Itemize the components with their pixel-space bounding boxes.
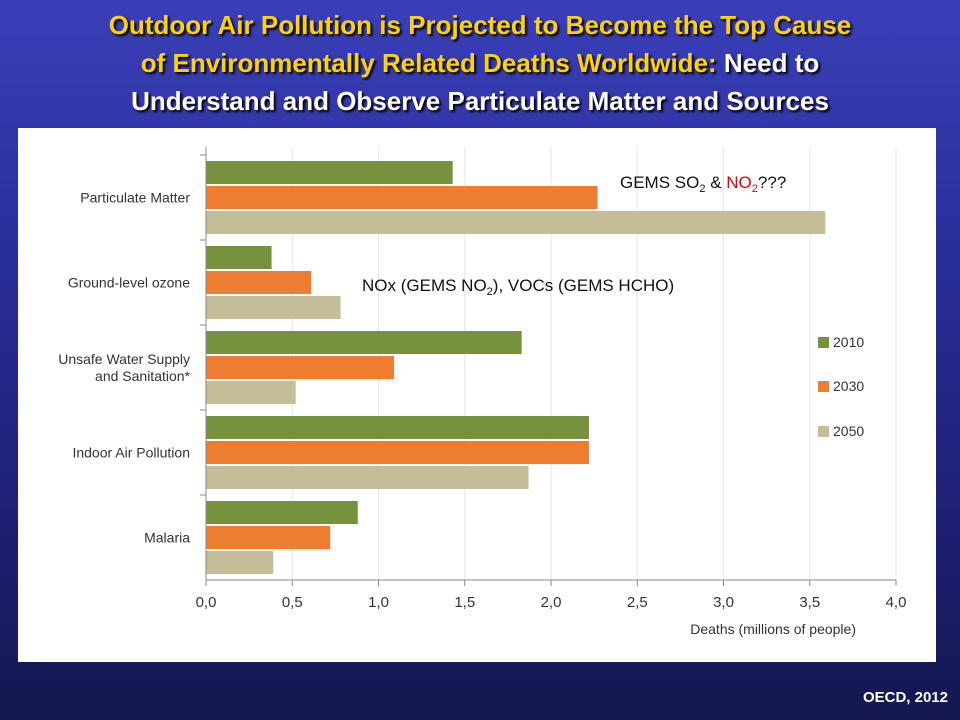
x-tick-label: 0,0 xyxy=(196,594,217,611)
x-tick-label: 1,5 xyxy=(454,594,475,611)
nox-sub: 2 xyxy=(487,286,493,298)
x-tick-label: 0,5 xyxy=(282,594,303,611)
legend-swatch-2010 xyxy=(818,337,829,348)
x-tick-label: 2,0 xyxy=(541,594,562,611)
category-label-line: Ground-level ozone xyxy=(68,275,190,291)
bars xyxy=(206,161,826,574)
x-tick-label: 3,5 xyxy=(799,594,820,611)
gems-prefix: GEMS SO xyxy=(620,173,699,192)
bar-chart: Particulate Matter Ground-level ozone Unsa… xyxy=(58,147,907,637)
x-tick-label: 1,0 xyxy=(368,594,389,611)
legend: 2010 2030 2050 xyxy=(818,334,864,439)
x-axis-label: Deaths (millions of people) xyxy=(690,621,856,637)
x-tick-labels: 0,0 0,5 1,0 1,5 2,0 2,5 3,0 3,5 4,0 xyxy=(196,594,907,611)
bar-2030 xyxy=(206,526,331,549)
category-label: Ground-level ozone xyxy=(68,275,190,291)
bar-2030 xyxy=(206,441,589,464)
category-label: Particulate Matter xyxy=(80,190,190,206)
legend-label-2010: 2010 xyxy=(833,334,864,350)
category-label: Unsafe Water Supply and Sanitation* xyxy=(58,351,190,384)
x-tick-label: 4,0 xyxy=(886,594,907,611)
category-label-line: and Sanitation* xyxy=(95,368,191,384)
gems-sub-1: 2 xyxy=(699,183,705,195)
title-line-3: Understand and Observe Particulate Matte… xyxy=(131,86,829,116)
gems-annotation: GEMS SO2 & NO2??? xyxy=(620,173,786,195)
bar-2010 xyxy=(206,501,358,524)
legend-swatch-2030 xyxy=(818,381,829,392)
title-line-1: Outdoor Air Pollution is Projected to Be… xyxy=(108,10,852,40)
category-labels: Particulate Matter Ground-level ozone Unsa… xyxy=(58,190,190,546)
title-line-2: of Environmentally Related Deaths Worldw… xyxy=(10,44,950,82)
title-line-2-white: Need to xyxy=(716,48,820,78)
bar-2050 xyxy=(206,466,529,489)
bar-2050 xyxy=(206,211,826,234)
category-label-line: Particulate Matter xyxy=(80,190,190,206)
x-tick-label: 2,5 xyxy=(627,594,648,611)
axes xyxy=(205,147,896,581)
category-label-line: Unsafe Water Supply xyxy=(58,351,190,367)
bar-2050 xyxy=(206,381,296,404)
bar-2010 xyxy=(206,331,522,354)
category-label: Malaria xyxy=(144,530,190,546)
bar-2050 xyxy=(206,551,274,574)
title-line-2-yellow: of Environmentally Related Deaths Worldw… xyxy=(140,48,717,78)
source-citation: OECD, 2012 xyxy=(862,689,948,706)
x-tick-label: 3,0 xyxy=(713,594,734,611)
nox-prefix: NOx (GEMS NO xyxy=(362,276,487,295)
bar-2050 xyxy=(206,296,341,319)
gems-suffix: ??? xyxy=(758,173,786,192)
gems-mid: & xyxy=(705,173,726,192)
category-label: Indoor Air Pollution xyxy=(72,445,190,461)
slide-title: Outdoor Air Pollution is Projected to Be… xyxy=(10,6,950,120)
gems-red: NO xyxy=(726,173,752,192)
bar-2010 xyxy=(206,246,272,269)
legend-label-2050: 2050 xyxy=(833,423,864,439)
nox-annotation: NOx (GEMS NO2), VOCs (GEMS HCHO) xyxy=(362,276,674,298)
bar-2030 xyxy=(206,271,312,294)
nox-suffix: ), VOCs (GEMS HCHO) xyxy=(493,276,674,295)
gems-sub-2: 2 xyxy=(752,183,758,195)
category-label-line: Indoor Air Pollution xyxy=(72,445,190,461)
bar-2010 xyxy=(206,416,589,439)
bar-2030 xyxy=(206,186,598,209)
bar-2010 xyxy=(206,161,453,184)
bar-2030 xyxy=(206,356,395,379)
legend-swatch-2050 xyxy=(818,426,829,437)
chart-panel: Particulate Matter Ground-level ozone Unsa… xyxy=(18,128,936,662)
category-label-line: Malaria xyxy=(144,530,190,546)
legend-label-2030: 2030 xyxy=(833,378,864,394)
